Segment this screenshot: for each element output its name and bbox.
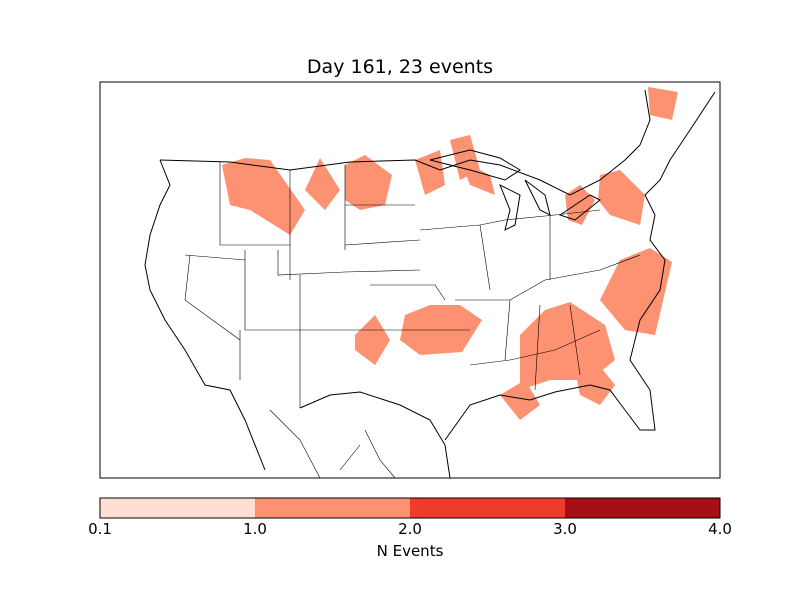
event-region [583, 368, 606, 390]
event-region [345, 155, 392, 210]
state-lines [184, 162, 641, 408]
colorbar-tick: 3.0 [553, 520, 577, 538]
coastline [144, 91, 716, 478]
event-region [620, 275, 655, 315]
event-region [420, 158, 436, 185]
colorbar-tick: 1.0 [243, 520, 267, 538]
colorbar-tick: 2.0 [398, 520, 422, 538]
mexico-lines [269, 409, 396, 478]
event-region [545, 318, 578, 345]
colorbar-bin [100, 498, 255, 518]
map-title: Day 161, 23 events [306, 56, 494, 78]
event-region [598, 170, 645, 225]
event-region [222, 158, 305, 235]
event-region [648, 87, 678, 120]
colorbar [99, 497, 721, 519]
colorbar-bin [565, 498, 720, 518]
event-region [305, 158, 340, 210]
colorbar-tick: 4.0 [708, 520, 732, 538]
map-frame [99, 81, 721, 479]
colorbar-bin [410, 498, 565, 518]
canada-border [159, 89, 651, 196]
colorbar-bin [255, 498, 410, 518]
colorbar-label: N Events [376, 542, 444, 560]
colorbar-frame [99, 497, 721, 519]
event-region [565, 185, 595, 225]
map-borders [144, 89, 716, 478]
great-lakes [429, 149, 601, 231]
event-region [460, 160, 495, 195]
colorbar-tick: 0.1 [88, 520, 112, 538]
event-region [365, 325, 387, 352]
